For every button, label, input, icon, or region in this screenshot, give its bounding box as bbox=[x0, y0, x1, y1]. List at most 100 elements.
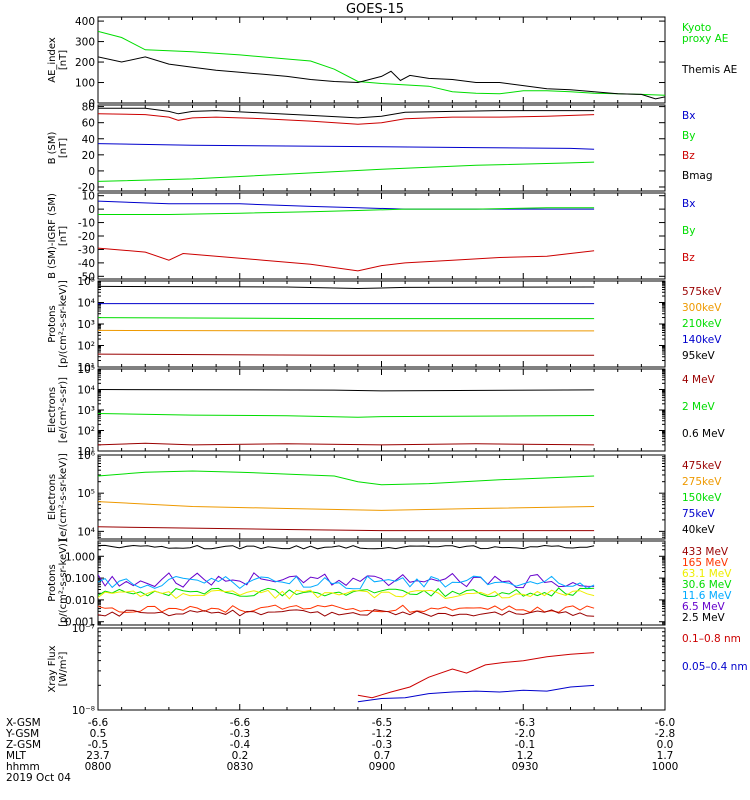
legend-entry-line: proxy AE bbox=[682, 33, 728, 45]
legend-entry: 40keV bbox=[682, 524, 716, 536]
footer-value: -6.3 bbox=[514, 717, 536, 729]
legend-entry-line: 0.6 MeV bbox=[682, 428, 726, 440]
series-line-bmag bbox=[98, 107, 595, 119]
series-line-150kev bbox=[98, 470, 595, 486]
y-tick-label: 10⁴ bbox=[77, 385, 95, 397]
series-line-bz bbox=[98, 247, 595, 272]
panel-7: 0.0010.0100.1001.000Protons[p/(cm²-s-sr-… bbox=[47, 539, 732, 629]
y-tick-label: 10⁴ bbox=[77, 298, 95, 310]
series-line-0-6-mev bbox=[98, 389, 595, 392]
y-tick-label: 10⁻⁷ bbox=[72, 623, 95, 635]
panel-frame bbox=[97, 104, 666, 192]
y-tick-label: 10⁶ bbox=[77, 450, 95, 462]
y-tick-label: 10⁴ bbox=[77, 526, 95, 538]
footer-date: 2019 Oct 04 bbox=[6, 772, 71, 784]
y-tick-label: 0 bbox=[88, 98, 95, 110]
y-tick-label: 0 bbox=[88, 166, 95, 178]
series-line-275kev bbox=[98, 501, 595, 511]
legend-entry: 275keV bbox=[682, 476, 722, 488]
y-axis-label: B (SM)[nT] bbox=[47, 131, 69, 164]
legend-entry: By bbox=[682, 225, 695, 237]
y-tick-label: 10² bbox=[77, 426, 95, 438]
panel-8: 10⁻⁸ 10⁻⁷ Xray Flux[W/m²] 0.1–0.8 nm 0.05–0.… bbox=[47, 623, 748, 717]
y-axis-label-line: B (SM) bbox=[47, 131, 58, 164]
footer-value: 23.7 bbox=[86, 750, 110, 762]
footer-label: X-GSM bbox=[6, 717, 41, 729]
y-axis-label-line: Protons bbox=[47, 564, 58, 601]
legend-entry-line: 210keV bbox=[682, 318, 722, 330]
series-line-kyoto-proxy-ae bbox=[98, 30, 665, 96]
y-axis-label: B (SM)-IGRF (SM)[nT] bbox=[47, 193, 69, 279]
y-tick-label: 60 bbox=[82, 118, 95, 130]
legend-entry-line: 11.6 MeV bbox=[682, 590, 732, 602]
legend-entry: 150keV bbox=[682, 492, 722, 504]
footer-value: 0800 bbox=[84, 761, 112, 773]
y-tick-label: 40 bbox=[82, 134, 95, 146]
y-axis-label: Protons[p/(cm²-s-sr-keV)] bbox=[47, 539, 69, 627]
y-tick-label: 10¹ bbox=[77, 362, 95, 374]
legend-entry: 30.6 MeV bbox=[682, 579, 732, 591]
legend-entry: Bx bbox=[682, 198, 695, 210]
footer-value: 0.2 bbox=[231, 750, 249, 762]
legend-entry: 575keV bbox=[682, 286, 722, 298]
legend-entry-line: 63.1 MeV bbox=[682, 568, 732, 580]
footer-label: Y-GSM bbox=[6, 728, 40, 740]
legend-entry-line: 575keV bbox=[682, 286, 722, 298]
y-tick-label: 0.010 bbox=[65, 595, 95, 607]
legend-entry: Themis AE bbox=[681, 64, 737, 76]
series-line-bx bbox=[98, 143, 595, 150]
legend-entry-line: 165 MeV bbox=[682, 557, 729, 569]
footer-label: Z-GSM bbox=[6, 739, 42, 751]
y-tick-label: 300 bbox=[75, 37, 95, 49]
legend-entry: Bx bbox=[682, 110, 695, 122]
y-tick-label: 10⁻⁸ bbox=[72, 705, 95, 717]
y-tick-label: 10¹ bbox=[77, 446, 95, 458]
y-axis-label: AE_index[nT] bbox=[47, 37, 69, 83]
y-tick-label: 0.100 bbox=[65, 573, 95, 585]
legend-entry: 63.1 MeV bbox=[682, 568, 732, 580]
footer-value: -0.5 bbox=[87, 739, 109, 751]
legend-entry-line: 0.1–0.8 nm bbox=[682, 633, 741, 645]
legend-entry-line: 75keV bbox=[682, 508, 716, 520]
legend-entry-line: 150keV bbox=[682, 492, 722, 504]
y-axis-label-line: [nT] bbox=[58, 138, 69, 158]
y-axis-label-line: [p/(cm²-s-sr-keV)] bbox=[58, 280, 69, 368]
series-line-0-1-0-8-nm bbox=[357, 652, 595, 699]
legend-entry-line: 275keV bbox=[682, 476, 722, 488]
series-line-6-5-mev bbox=[98, 572, 595, 589]
footer-value: -2.0 bbox=[514, 728, 536, 740]
footer-value: 0.7 bbox=[373, 750, 391, 762]
series-line-300kev bbox=[98, 329, 595, 332]
series-line-30-6-mev bbox=[98, 587, 595, 598]
legend-entry: 0.6 MeV bbox=[682, 428, 726, 440]
series-line-2-mev bbox=[98, 413, 595, 418]
y-axis-label-line: Xray Flux bbox=[47, 645, 58, 692]
footer-label: MLT bbox=[6, 750, 26, 762]
footer-value: -2.8 bbox=[654, 728, 676, 740]
series-line-bz bbox=[98, 113, 595, 125]
series-line-by bbox=[98, 207, 595, 215]
y-tick-label: 200 bbox=[75, 57, 95, 69]
legend-entry: 300keV bbox=[682, 302, 722, 314]
legend-entry: 0.05–0.4 nm bbox=[682, 661, 748, 673]
y-tick-label: -20 bbox=[78, 182, 95, 194]
legend-entry-line: 475keV bbox=[682, 460, 722, 472]
legend-entry-line: 433 MeV bbox=[682, 546, 729, 558]
footer-value: -6.6 bbox=[87, 717, 109, 729]
y-axis-label-line: Electrons bbox=[47, 387, 58, 433]
y-tick-label: 10³ bbox=[77, 405, 95, 417]
legend-entry: By bbox=[682, 130, 695, 142]
y-tick-label: 10² bbox=[77, 341, 95, 353]
footer-value: -0.4 bbox=[229, 739, 251, 751]
y-axis-label-line: [W/m²] bbox=[58, 651, 69, 686]
y-tick-label: 400 bbox=[75, 16, 95, 28]
footer-value: 0930 bbox=[511, 761, 539, 773]
panel-6: 10⁴ 10⁵ 10⁶ Electrons[e/(cm²-s-sr-keV)] 475k… bbox=[47, 450, 722, 541]
panel-frame bbox=[97, 627, 666, 711]
y-tick-label: 0 bbox=[88, 204, 95, 216]
legend-entry-line: By bbox=[682, 225, 695, 237]
series-line-575kev bbox=[98, 353, 595, 356]
legend-entry-line: 300keV bbox=[682, 302, 722, 314]
y-tick-label: 20 bbox=[82, 150, 95, 162]
series-line-0-05-0-4-nm bbox=[357, 684, 595, 703]
